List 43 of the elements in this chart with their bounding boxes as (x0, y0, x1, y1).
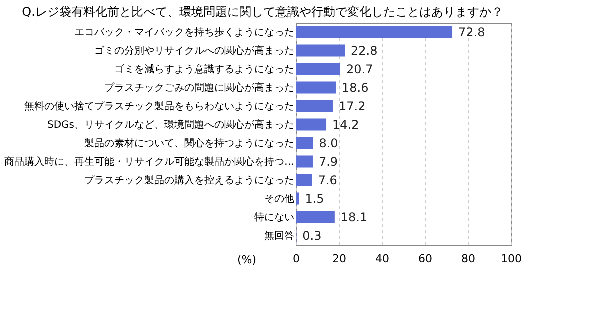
x-tick-label: 0 (293, 252, 300, 266)
data-label: 7.6 (318, 173, 338, 188)
data-label: 20.7 (346, 62, 374, 76)
x-tick-label: 100 (501, 252, 522, 266)
y-tick-label: プラスチックごみの問題に関心が高まった (104, 82, 294, 94)
y-tick-label: プラスチック製品の購入を控えるようになった (84, 174, 294, 186)
y-tick-label: SDGs、リサイクルなど、環境問題への関心が高まった (47, 118, 294, 131)
data-label: 0.3 (302, 228, 322, 243)
data-label: 17.2 (338, 99, 366, 114)
y-tick-label: 無料の使い捨てプラスチック製品をもらわないようになった (24, 100, 294, 112)
x-tick-label: 80 (462, 252, 476, 266)
data-label: 22.8 (351, 44, 378, 58)
x-axis-title: (%) (237, 254, 256, 266)
y-tick-label: 特にない (254, 211, 294, 224)
bar (296, 118, 327, 131)
bar (296, 211, 335, 224)
y-tick-label: 商品購入時に、再生可能・リサイクル可能な製品か関心を持つ… (4, 156, 294, 168)
data-label: 14.2 (332, 118, 360, 132)
x-tick-label: 40 (376, 252, 390, 266)
bar (296, 174, 312, 186)
data-label: 18.6 (342, 80, 369, 95)
y-tick-label: 製品の素材について、関心を持つようになった (84, 137, 294, 150)
data-label: 72.8 (458, 25, 486, 40)
chart-title: Q.レジ袋有料化前と比べて、環境問題に関して意識や行動で変化したことはありますか？ (22, 5, 504, 19)
y-tick-label: ゴミを減らすよう意識するようになった (114, 63, 294, 76)
bar (296, 100, 333, 112)
y-tick-label: その他 (264, 192, 294, 205)
bar (296, 192, 300, 205)
bar (296, 156, 313, 168)
bar (296, 137, 314, 150)
y-tick-label: 無回答 (264, 230, 294, 242)
data-label: 1.5 (305, 192, 324, 206)
x-tick-label: 60 (418, 252, 432, 266)
bar (296, 82, 336, 94)
data-label: 8.0 (319, 136, 338, 150)
bar (296, 26, 453, 38)
bar (296, 63, 341, 76)
data-label: 18.1 (340, 210, 368, 224)
data-label: 7.9 (318, 154, 338, 169)
y-tick-label: エコバック・マイバックを持ち歩くようになった (74, 26, 294, 38)
x-tick-label: 20 (332, 252, 346, 266)
y-tick-label: ゴミの分別やリサイクルへの関心が高まった (94, 44, 294, 57)
bar (296, 44, 346, 57)
